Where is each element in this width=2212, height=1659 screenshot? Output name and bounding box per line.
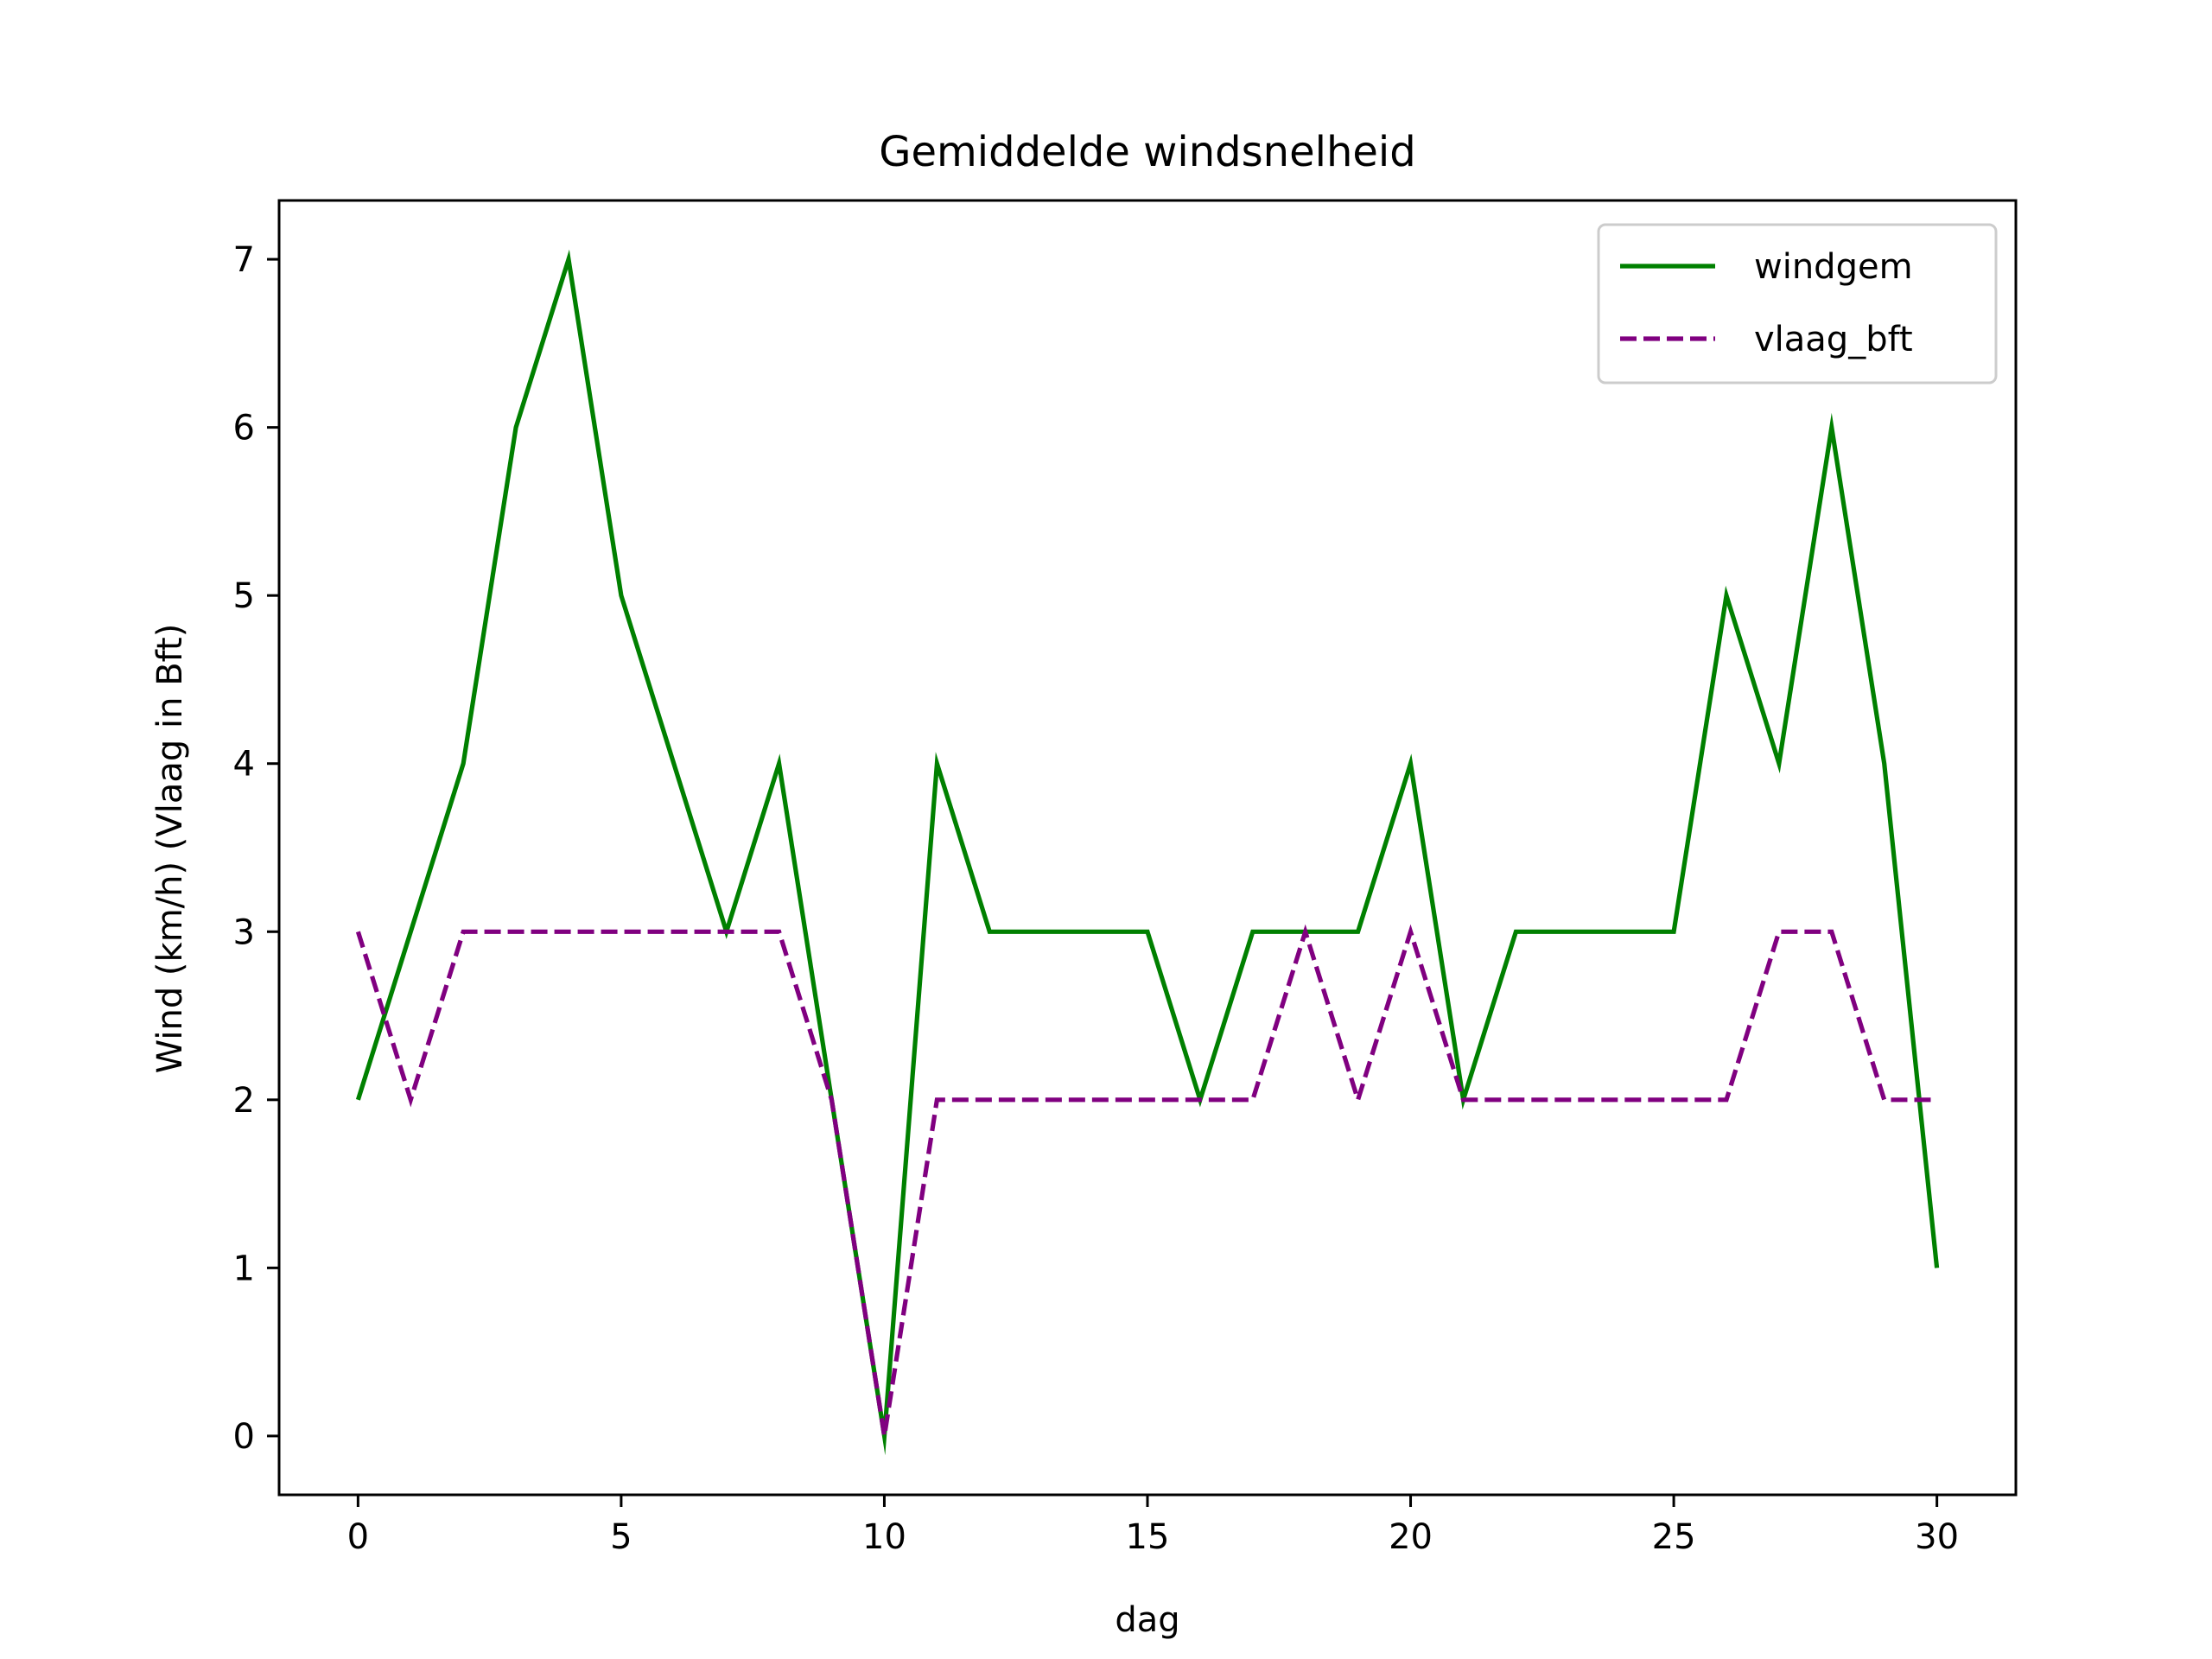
- x-tick-label: 10: [862, 1517, 906, 1557]
- data-point-vlaag_bft: [1671, 1097, 1676, 1103]
- data-point-windgem: [1566, 929, 1571, 934]
- data-point-vlaag_bft: [1145, 1097, 1150, 1103]
- data-point-vlaag_bft: [619, 929, 624, 934]
- data-point-windgem: [987, 929, 992, 934]
- data-point-windgem: [777, 761, 782, 766]
- data-point-vlaag_bft: [1935, 1097, 1940, 1103]
- data-point-vlaag_bft: [830, 1097, 835, 1103]
- data-point-windgem: [1408, 761, 1414, 766]
- data-point-windgem: [1513, 929, 1518, 934]
- data-point-windgem: [1724, 593, 1729, 598]
- y-tick-label: 6: [233, 409, 255, 448]
- data-point-windgem: [1145, 929, 1150, 934]
- legend: windgem vlaag_bft: [1597, 223, 1998, 385]
- y-tick-label: 2: [233, 1081, 255, 1121]
- data-point-vlaag_bft: [882, 1433, 887, 1439]
- x-tick-label: 30: [1915, 1517, 1959, 1557]
- chart-title: Gemiddelde windsnelheid: [879, 128, 1415, 176]
- data-point-windgem: [1092, 929, 1097, 934]
- y-tick-label: 1: [233, 1249, 255, 1288]
- data-point-vlaag_bft: [1039, 1097, 1045, 1103]
- data-point-windgem: [1882, 761, 1887, 766]
- y-tick-label: 4: [233, 745, 255, 785]
- data-point-vlaag_bft: [987, 1097, 992, 1103]
- data-point-vlaag_bft: [513, 929, 518, 934]
- data-point-windgem: [513, 425, 518, 430]
- data-point-windgem: [1039, 929, 1045, 934]
- data-point-windgem: [619, 593, 624, 598]
- data-point-vlaag_bft: [777, 929, 782, 934]
- data-point-windgem: [1935, 1265, 1940, 1270]
- data-point-vlaag_bft: [1513, 1097, 1518, 1103]
- data-point-vlaag_bft: [408, 1097, 413, 1103]
- y-tick-label: 0: [233, 1417, 255, 1457]
- data-point-windgem: [934, 761, 939, 766]
- data-point-vlaag_bft: [671, 929, 677, 934]
- data-point-vlaag_bft: [1303, 929, 1308, 934]
- data-point-vlaag_bft: [355, 929, 360, 934]
- data-point-vlaag_bft: [1777, 929, 1782, 934]
- x-tick-label: 15: [1126, 1517, 1170, 1557]
- data-point-vlaag_bft: [1198, 1097, 1203, 1103]
- data-point-windgem: [1829, 425, 1834, 430]
- data-point-windgem: [461, 761, 466, 766]
- data-point-vlaag_bft: [934, 1097, 939, 1103]
- data-point-vlaag_bft: [1882, 1097, 1887, 1103]
- data-point-vlaag_bft: [1356, 1097, 1361, 1103]
- y-axis-label: Wind (km/h) (Vlaag in Bft): [150, 624, 190, 1074]
- data-point-windgem: [671, 761, 677, 766]
- x-tick-label: 20: [1389, 1517, 1433, 1557]
- y-tick-label: 7: [233, 240, 255, 280]
- plot-area: 0 5 10 15 20 25 30 0 1 2 3 4 5 6 7: [233, 199, 2018, 1557]
- data-point-vlaag_bft: [1829, 929, 1834, 934]
- data-point-vlaag_bft: [1724, 1097, 1729, 1103]
- series-line-vlaag_bft: [355, 924, 1937, 1451]
- legend-label-windgem: windgem: [1754, 247, 1913, 287]
- data-point-windgem: [1618, 929, 1624, 934]
- data-point-windgem: [1777, 761, 1782, 766]
- data-point-vlaag_bft: [1250, 1097, 1255, 1103]
- data-point-vlaag_bft: [724, 929, 729, 934]
- data-point-windgem: [408, 929, 413, 934]
- data-point-vlaag_bft: [1092, 1097, 1097, 1103]
- x-tick-label: 25: [1652, 1517, 1696, 1557]
- data-point-vlaag_bft: [1566, 1097, 1571, 1103]
- data-point-vlaag_bft: [566, 929, 571, 934]
- data-point-windgem: [1250, 929, 1255, 934]
- data-point-vlaag_bft: [1618, 1097, 1624, 1103]
- y-tick-label: 3: [233, 912, 255, 952]
- data-point-vlaag_bft: [1461, 1097, 1466, 1103]
- x-axis-label: dag: [1115, 1600, 1179, 1640]
- y-tick-label: 5: [233, 576, 255, 616]
- data-point-windgem: [566, 257, 571, 262]
- series-line-windgem: [355, 249, 1940, 1456]
- data-point-vlaag_bft: [461, 929, 466, 934]
- x-tick-label: 0: [347, 1517, 369, 1557]
- legend-label-vlaag_bft: vlaag_bft: [1754, 320, 1913, 359]
- x-tick-label: 5: [610, 1517, 632, 1557]
- data-point-vlaag_bft: [1408, 929, 1414, 934]
- data-point-windgem: [1671, 929, 1676, 934]
- data-point-windgem: [355, 1097, 360, 1103]
- data-point-windgem: [1356, 929, 1361, 934]
